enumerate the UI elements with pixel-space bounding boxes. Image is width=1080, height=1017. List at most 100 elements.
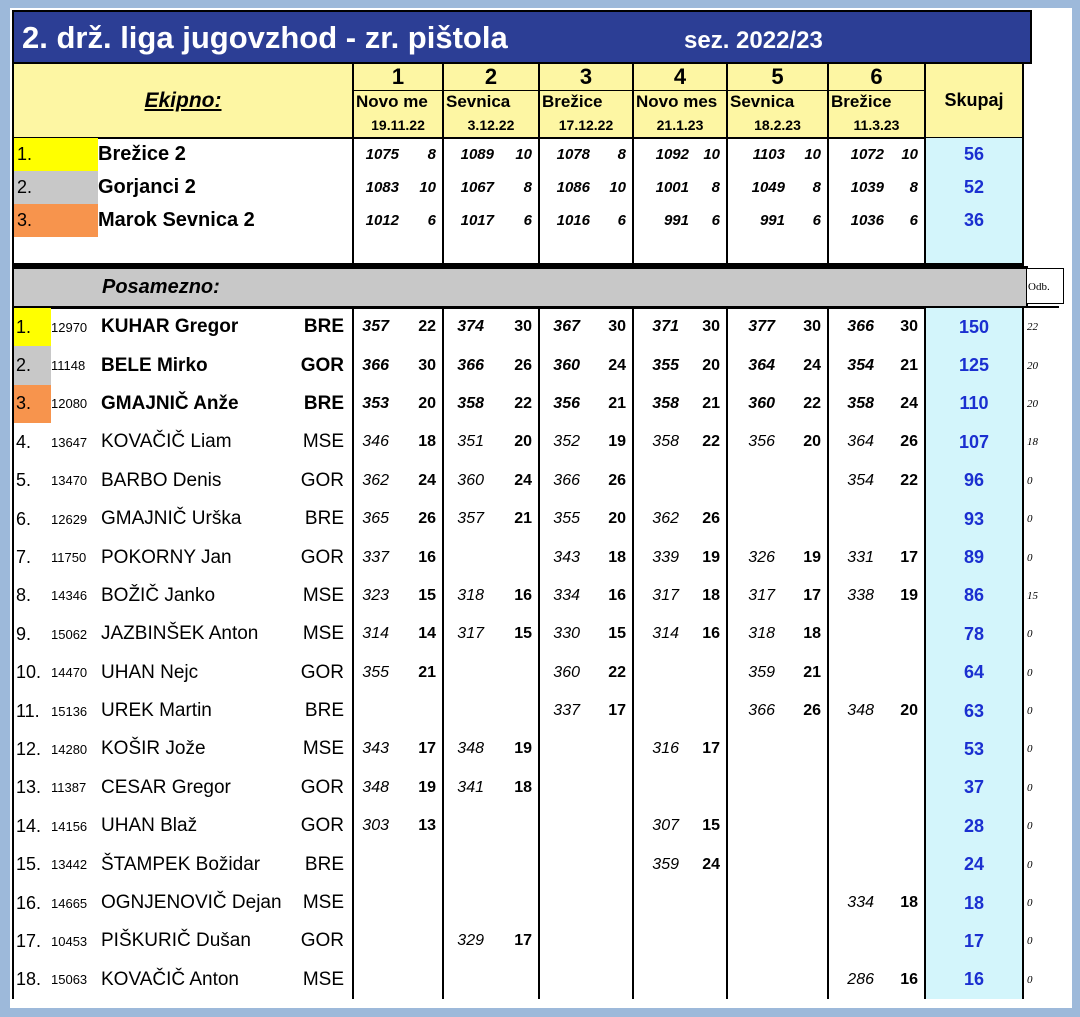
player-name: UREK Martin bbox=[101, 700, 212, 722]
round-score bbox=[538, 845, 596, 884]
rounds-header: Ekipno: 1 2 3 4 5 6 Skupaj Novo me Sevni… bbox=[12, 62, 1024, 139]
player-total: 16 bbox=[924, 960, 1024, 1000]
round-points: 18 bbox=[500, 768, 540, 808]
round-points: 22 bbox=[791, 384, 829, 424]
player-name: PIŠKURIČ Dušan bbox=[101, 930, 251, 952]
team-section-label: Ekipno: bbox=[12, 62, 354, 139]
round-number: 4 bbox=[632, 62, 728, 91]
round-number: 5 bbox=[726, 62, 829, 91]
player-name: KOVAČIČ Anton bbox=[101, 968, 239, 990]
round-points: 15 bbox=[695, 807, 728, 846]
player-odb: 0 bbox=[1023, 538, 1059, 577]
empty-cell bbox=[596, 237, 634, 266]
individual-standings: 1. 12970 KUHAR Gregor BRE 357 22 374 30 367 30 371… bbox=[12, 306, 1059, 1000]
round-score: 354 bbox=[827, 346, 890, 385]
round-score: 360 bbox=[538, 653, 596, 692]
player-row: 13. 11387 CESAR Gregor GOR 348 19 341 18 37 0 bbox=[12, 768, 1059, 808]
round-points: 10 bbox=[596, 171, 634, 204]
round-points: 19 bbox=[596, 423, 634, 462]
round-points bbox=[500, 883, 540, 923]
player-total: 107 bbox=[924, 423, 1024, 462]
player-row: 5. 13470 BARBO Denis GOR 362 24 360 24 366 26 354 2… bbox=[12, 461, 1059, 500]
player-total: 24 bbox=[924, 845, 1024, 884]
round-score: 331 bbox=[827, 538, 890, 577]
player-id: 13647 bbox=[51, 434, 88, 450]
round-score: 330 bbox=[538, 615, 596, 654]
round-points: 30 bbox=[890, 307, 926, 347]
round-score: 364 bbox=[726, 346, 791, 385]
player-club: MSE bbox=[289, 423, 354, 462]
round-points: 14 bbox=[405, 615, 444, 654]
player-odb: 0 bbox=[1023, 960, 1059, 1000]
title-bar: 2. drž. liga jugovzhod - zr. pištola sez… bbox=[12, 10, 1032, 64]
team-row: 1. Brežice 2 1075 8 1089 10 1078 8 1092 10 1103 10 1… bbox=[12, 138, 1024, 171]
player-name: ŠTAMPEK Božidar bbox=[101, 853, 261, 875]
round-venue: Brežice bbox=[538, 90, 634, 113]
round-points: 26 bbox=[791, 691, 829, 731]
player-odb: 0 bbox=[1023, 691, 1059, 731]
player-row: 4. 13647 KOVAČIČ Liam MSE 346 18 351 20 352 19 358… bbox=[12, 423, 1059, 462]
round-score: 1083 bbox=[352, 171, 405, 204]
round-points bbox=[405, 691, 444, 731]
round-score bbox=[827, 807, 890, 846]
player-row: 7. 11750 POKORNY Jan GOR 337 16 343 18 339 19 326 1… bbox=[12, 538, 1059, 577]
season-label: sez. 2022/23 bbox=[684, 27, 823, 54]
player-name: BARBO Denis bbox=[101, 469, 222, 491]
player-row: 14. 14156 UHAN Blaž GOR 303 13 307 15 28 0 bbox=[12, 807, 1059, 846]
round-points: 21 bbox=[596, 384, 634, 424]
round-points bbox=[695, 768, 728, 808]
round-venue: Brežice bbox=[827, 90, 926, 113]
round-date: 11.3.23 bbox=[827, 113, 926, 139]
round-points: 19 bbox=[791, 538, 829, 577]
round-points: 16 bbox=[596, 576, 634, 616]
player-id: 11148 bbox=[51, 358, 86, 374]
round-points bbox=[791, 499, 829, 539]
round-number: 2 bbox=[442, 62, 540, 91]
round-score: 341 bbox=[442, 768, 500, 808]
player-total: 150 bbox=[924, 307, 1024, 347]
round-score: 307 bbox=[632, 807, 695, 846]
round-points: 15 bbox=[500, 615, 540, 654]
round-points: 8 bbox=[890, 171, 926, 204]
round-score: 1039 bbox=[827, 171, 890, 204]
round-points: 10 bbox=[695, 138, 728, 171]
empty-cell bbox=[500, 237, 540, 266]
player-row: 2. 11148 BELE Mirko GOR 366 30 366 26 360 24 355 20… bbox=[12, 346, 1059, 385]
round-score: 314 bbox=[632, 615, 695, 654]
round-score bbox=[352, 883, 405, 923]
round-points: 6 bbox=[791, 204, 829, 237]
player-odb: 0 bbox=[1023, 768, 1059, 808]
player-id: 11387 bbox=[51, 780, 87, 796]
round-points: 6 bbox=[500, 204, 540, 237]
round-points: 10 bbox=[890, 138, 926, 171]
standings-sheet: 2. drž. liga jugovzhod - zr. pištola sez… bbox=[10, 8, 1072, 1008]
player-row: 15. 13442 ŠTAMPEK Božidar BRE 359 24 24 0 bbox=[12, 845, 1059, 884]
round-score: 362 bbox=[632, 499, 695, 539]
round-points: 20 bbox=[695, 346, 728, 385]
round-score: 359 bbox=[632, 845, 695, 884]
round-score: 1086 bbox=[538, 171, 596, 204]
individual-section-label: Posamezno: bbox=[102, 276, 220, 298]
round-points: 10 bbox=[405, 171, 444, 204]
round-score: 339 bbox=[632, 538, 695, 577]
empty-cell bbox=[352, 237, 405, 266]
round-score: 348 bbox=[442, 730, 500, 769]
round-score: 348 bbox=[352, 768, 405, 808]
player-total: 37 bbox=[924, 768, 1024, 808]
round-points: 18 bbox=[695, 576, 728, 616]
round-score: 353 bbox=[352, 384, 405, 424]
round-points: 30 bbox=[596, 307, 634, 347]
round-points: 24 bbox=[596, 346, 634, 385]
player-name: CESAR Gregor bbox=[101, 776, 231, 798]
player-rank: 18. bbox=[12, 960, 51, 1000]
player-rank: 14. bbox=[12, 807, 51, 846]
round-score: 343 bbox=[538, 538, 596, 577]
round-points: 20 bbox=[500, 423, 540, 462]
round-score bbox=[442, 807, 500, 846]
player-rank: 1. bbox=[12, 307, 51, 347]
round-points: 24 bbox=[890, 384, 926, 424]
round-points bbox=[405, 883, 444, 923]
player-odb: 20 bbox=[1023, 384, 1059, 424]
team-row: 2. Gorjanci 2 1083 10 1067 8 1086 10 1001 8 1049 8 1… bbox=[12, 171, 1024, 204]
player-club: GOR bbox=[289, 461, 354, 500]
